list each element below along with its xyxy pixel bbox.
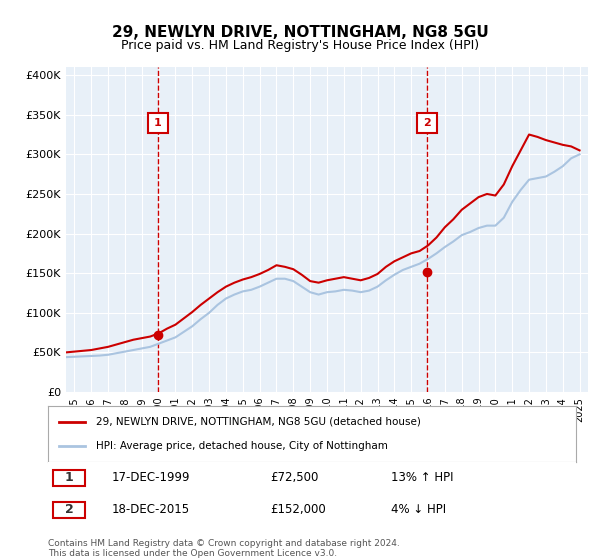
Text: 1: 1 xyxy=(154,118,162,128)
Text: 17-DEC-1999: 17-DEC-1999 xyxy=(112,471,190,484)
Text: HPI: Average price, detached house, City of Nottingham: HPI: Average price, detached house, City… xyxy=(95,441,388,451)
Text: 1: 1 xyxy=(65,471,73,484)
Text: 29, NEWLYN DRIVE, NOTTINGHAM, NG8 5GU (detached house): 29, NEWLYN DRIVE, NOTTINGHAM, NG8 5GU (d… xyxy=(95,417,421,427)
Text: 2: 2 xyxy=(65,503,73,516)
Text: 13% ↑ HPI: 13% ↑ HPI xyxy=(391,471,454,484)
Text: 18-DEC-2015: 18-DEC-2015 xyxy=(112,503,190,516)
Text: £72,500: £72,500 xyxy=(270,471,318,484)
FancyBboxPatch shape xyxy=(53,470,85,486)
Text: Price paid vs. HM Land Registry's House Price Index (HPI): Price paid vs. HM Land Registry's House … xyxy=(121,39,479,52)
Text: 2: 2 xyxy=(424,118,431,128)
Text: 29, NEWLYN DRIVE, NOTTINGHAM, NG8 5GU: 29, NEWLYN DRIVE, NOTTINGHAM, NG8 5GU xyxy=(112,25,488,40)
Text: Contains HM Land Registry data © Crown copyright and database right 2024.
This d: Contains HM Land Registry data © Crown c… xyxy=(48,539,400,558)
FancyBboxPatch shape xyxy=(53,502,85,518)
Text: 4% ↓ HPI: 4% ↓ HPI xyxy=(391,503,446,516)
Text: £152,000: £152,000 xyxy=(270,503,326,516)
